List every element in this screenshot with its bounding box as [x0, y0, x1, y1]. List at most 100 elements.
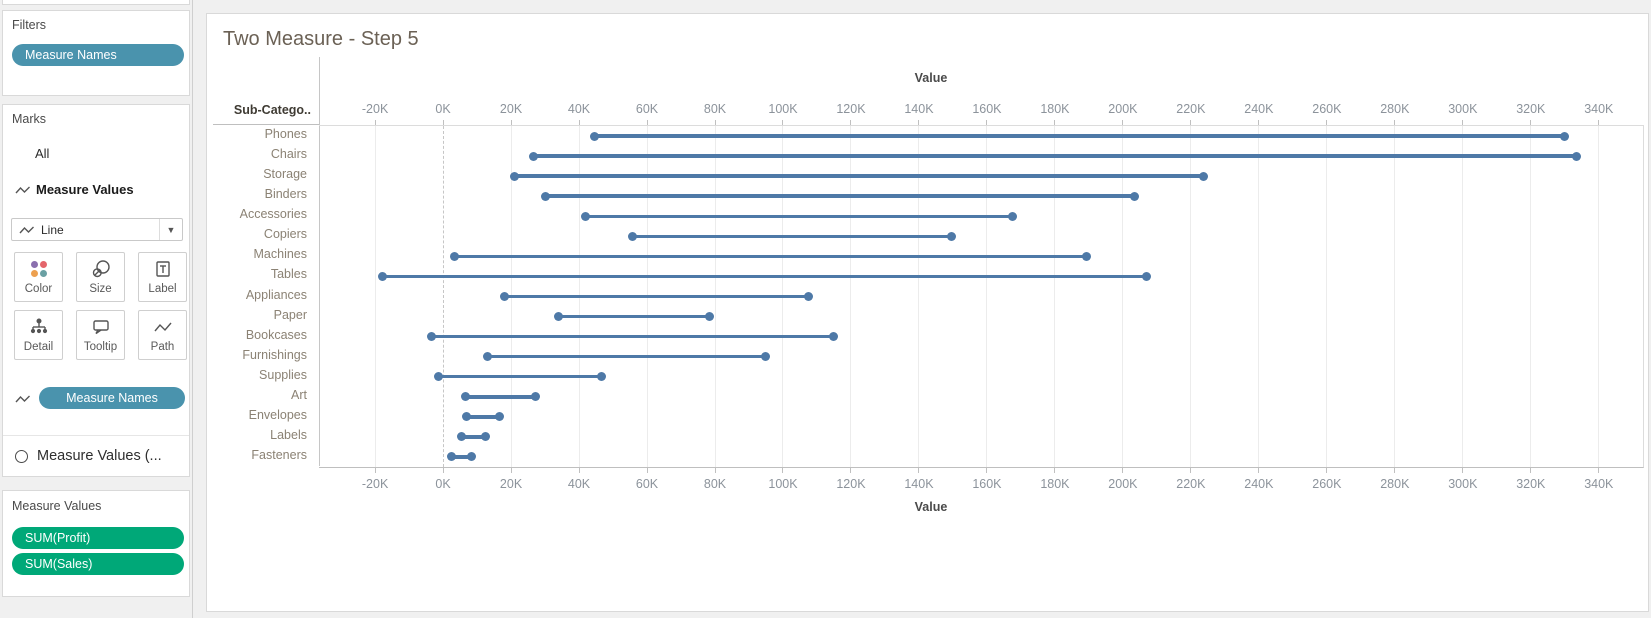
marks-layer-collapsed[interactable]: Measure Values (...	[15, 448, 162, 464]
marks-layer-all[interactable]: All	[35, 146, 50, 161]
dumbbell-line[interactable]	[585, 214, 1013, 218]
profit-dot[interactable]	[554, 312, 564, 322]
measure-values-card: Measure Values SUM(Profit) SUM(Sales)	[2, 490, 190, 597]
dumbbell-line[interactable]	[558, 314, 710, 319]
mark-type-select[interactable]: Line ▼	[11, 218, 183, 241]
marks-layer-measure-values[interactable]: Measure Values	[15, 182, 134, 197]
sales-dot[interactable]	[946, 231, 956, 241]
sales-dot[interactable]	[1572, 151, 1582, 161]
profit-dot[interactable]	[589, 131, 599, 141]
filter-pill-measure-names[interactable]: Measure Names	[12, 44, 184, 66]
chevron-down-icon[interactable]: ▼	[159, 219, 182, 240]
axis-tick	[986, 120, 988, 125]
sales-dot[interactable]	[761, 352, 771, 362]
dumbbell-line[interactable]	[451, 455, 472, 459]
sales-dot[interactable]	[1142, 271, 1152, 281]
grid-line	[1054, 126, 1056, 467]
pill-sum-profit[interactable]: SUM(Profit)	[12, 527, 184, 549]
size-button[interactable]: Size	[76, 252, 125, 302]
sales-dot[interactable]	[481, 432, 491, 442]
mark-type-label: Line	[41, 222, 64, 237]
dumbbell-line[interactable]	[533, 154, 1577, 158]
dumbbell-line[interactable]	[465, 395, 536, 399]
row-labels: Phones Chairs Storage Binders Accessories Cop…	[207, 125, 313, 466]
profit-dot[interactable]	[378, 271, 388, 281]
dumbbell-line[interactable]	[545, 194, 1135, 198]
axis-tick	[1530, 120, 1532, 125]
axis-tick	[1598, 120, 1600, 125]
detail-button[interactable]: Detail	[14, 310, 63, 360]
sales-dot[interactable]	[1007, 211, 1017, 221]
profit-dot[interactable]	[580, 211, 590, 221]
sales-dot[interactable]	[803, 292, 813, 301]
profit-dot[interactable]	[509, 171, 519, 181]
axis-tick-label: 260K	[1312, 477, 1342, 491]
dumbbell-line[interactable]	[454, 254, 1087, 259]
dumbbell-line[interactable]	[487, 354, 766, 359]
axis-tick-label: 260K	[1312, 102, 1342, 116]
zero-gridline	[442, 126, 444, 467]
sales-dot[interactable]	[1129, 191, 1139, 201]
profit-dot[interactable]	[426, 332, 436, 342]
axis-tick-label: 300K	[1448, 102, 1478, 116]
tooltip-button[interactable]: Tooltip	[76, 310, 125, 360]
sales-dot[interactable]	[1081, 251, 1091, 261]
plot-area[interactable]	[319, 120, 1644, 473]
category-label: Accessories	[239, 207, 307, 222]
sales-dot[interactable]	[1560, 131, 1570, 141]
axis-tick-label: 140K	[904, 102, 934, 116]
profit-dot[interactable]	[460, 392, 470, 402]
dumbbell-line[interactable]	[514, 174, 1204, 178]
sales-dot[interactable]	[467, 452, 477, 462]
sales-dot[interactable]	[1199, 171, 1209, 181]
profit-dot[interactable]	[541, 191, 551, 201]
sheet-title: Two Measure - Step 5	[223, 28, 419, 50]
label-button[interactable]: Label	[138, 252, 187, 302]
tooltip-icon	[77, 313, 124, 341]
axis-tick	[1258, 120, 1260, 125]
dumbbell-line[interactable]	[438, 374, 602, 379]
row-header-underline	[213, 124, 319, 125]
grid-line	[1190, 126, 1192, 467]
dumbbell-line[interactable]	[504, 294, 809, 299]
axis-tick-label: 20K	[499, 477, 523, 491]
dumbbell-line[interactable]	[431, 334, 834, 339]
sales-dot[interactable]	[494, 412, 504, 422]
color-button[interactable]: Color	[14, 252, 63, 302]
axis-tick-label: 300K	[1448, 477, 1478, 491]
axis-tick	[510, 120, 512, 125]
dumbbell-line[interactable]	[466, 415, 500, 419]
profit-dot[interactable]	[528, 151, 538, 161]
axis-tick	[1462, 120, 1464, 125]
path-button[interactable]: Path	[138, 310, 187, 360]
category-label: Paper	[273, 307, 307, 322]
color-button-label: Color	[24, 283, 53, 295]
axis-tick-label: 240K	[1244, 102, 1274, 116]
axis-tick-label: 0K	[435, 102, 451, 116]
sales-dot[interactable]	[597, 372, 607, 382]
axis-tick-label: 200K	[1108, 477, 1138, 491]
pill-sum-sales[interactable]: SUM(Sales)	[12, 553, 184, 575]
filters-card: Filters Measure Names	[2, 10, 190, 96]
size-button-label: Size	[89, 283, 112, 295]
profit-dot[interactable]	[447, 452, 457, 462]
dumbbell-line[interactable]	[594, 134, 1565, 138]
sales-dot[interactable]	[829, 332, 839, 342]
profit-dot[interactable]	[457, 432, 467, 442]
profit-dot[interactable]	[627, 231, 637, 241]
sales-dot[interactable]	[705, 312, 715, 322]
sales-dot[interactable]	[530, 392, 540, 402]
profit-dot[interactable]	[500, 292, 510, 301]
path-icon	[139, 313, 186, 341]
dumbbell-line[interactable]	[382, 274, 1147, 279]
encoding-pill-measure-names[interactable]: Measure Names	[39, 387, 185, 409]
dumbbell-line[interactable]	[632, 234, 952, 239]
dumbbell-line[interactable]	[461, 435, 486, 439]
profit-dot[interactable]	[483, 352, 493, 362]
axis-tick	[986, 468, 988, 473]
axis-tick-label: 100K	[768, 477, 798, 491]
profit-dot[interactable]	[450, 251, 460, 261]
profit-dot[interactable]	[462, 412, 472, 422]
profit-dot[interactable]	[434, 372, 444, 382]
axis-tick-label: 220K	[1176, 102, 1206, 116]
